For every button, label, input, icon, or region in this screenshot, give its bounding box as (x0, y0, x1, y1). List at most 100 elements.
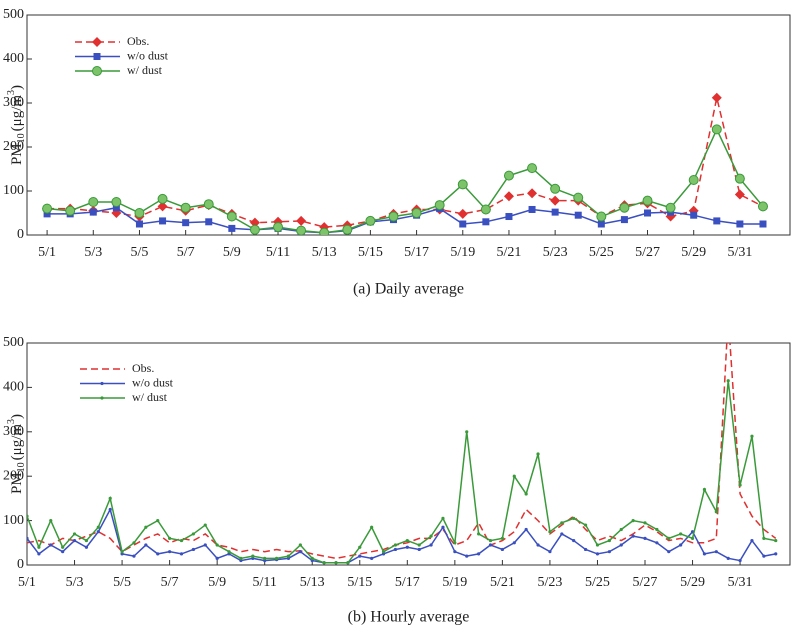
x-tick-label: 5/23 (537, 575, 562, 590)
point (310, 558, 314, 563)
point (500, 536, 504, 540)
point (37, 545, 41, 549)
x-tick-label: 5/1 (38, 245, 56, 260)
point (334, 561, 338, 565)
point (488, 538, 493, 543)
point (736, 220, 744, 228)
y-tick-label: 100 (3, 183, 24, 198)
point (713, 217, 721, 225)
y-tick-label: 300 (3, 95, 24, 110)
point (505, 213, 513, 221)
point (274, 556, 279, 560)
point (405, 545, 409, 549)
y-axis-label-part: 3 (6, 90, 17, 95)
point (759, 220, 767, 228)
point (734, 173, 745, 184)
point (679, 532, 683, 536)
point (296, 225, 307, 235)
point (49, 543, 53, 547)
point (180, 202, 191, 213)
point (762, 554, 766, 558)
point (111, 197, 122, 207)
x-tick-label: 5/3 (66, 575, 84, 590)
point (342, 224, 353, 235)
point (157, 201, 168, 212)
point (477, 552, 481, 556)
point (482, 218, 490, 226)
point (457, 179, 468, 190)
point (595, 552, 600, 556)
point (750, 434, 754, 438)
point (597, 220, 605, 228)
point (441, 525, 445, 529)
legend-label: w/ dust (132, 390, 168, 404)
y-axis-label-part: PM (9, 472, 25, 494)
point (263, 556, 267, 560)
point (37, 552, 41, 556)
y-axis-label: PM10(μg/m3) (6, 414, 27, 494)
point (203, 523, 207, 527)
point (61, 545, 65, 549)
point (536, 452, 540, 456)
x-tick-label: 5/13 (300, 575, 325, 590)
y-tick-label: 100 (3, 513, 24, 528)
point (144, 543, 148, 547)
plot-frame (26, 342, 791, 566)
plot-frame (26, 14, 791, 236)
point (619, 527, 623, 532)
y-axis-label-part: 3 (6, 419, 17, 424)
point (84, 538, 89, 543)
point (92, 37, 102, 47)
point (551, 208, 559, 216)
point (774, 538, 778, 543)
point (620, 216, 628, 224)
legend-label: w/ dust (127, 63, 163, 77)
point (42, 203, 53, 214)
point (251, 556, 255, 560)
point (84, 545, 89, 549)
point (298, 550, 302, 554)
point (572, 516, 576, 520)
point (251, 554, 255, 558)
point (96, 525, 100, 529)
point (27, 536, 29, 540)
x-tick-label: 5/17 (395, 575, 420, 590)
point (583, 523, 588, 527)
x-tick-label: 5/29 (681, 245, 706, 260)
point (168, 536, 172, 540)
x-tick-label: 5/27 (635, 245, 660, 260)
point (550, 195, 561, 206)
x-tick-label: 5/9 (223, 245, 241, 260)
point (453, 550, 457, 554)
x-tick-label: 5/29 (680, 575, 705, 590)
point (381, 550, 386, 554)
point (388, 211, 399, 222)
point (286, 554, 291, 558)
point (43, 210, 51, 218)
point (619, 202, 630, 213)
point (488, 543, 493, 547)
y-axis-label-part: ) (9, 85, 25, 90)
x-tick-label: 5/3 (84, 245, 102, 260)
point (191, 547, 195, 552)
legend-label: Obs. (132, 361, 154, 375)
point (310, 556, 314, 560)
point (655, 541, 659, 545)
point (631, 519, 635, 523)
point (667, 550, 671, 554)
point (112, 204, 120, 212)
x-tick-label: 5/5 (113, 575, 131, 590)
point (227, 550, 231, 554)
y-axis-label-part: PM (9, 143, 25, 165)
point (548, 530, 552, 534)
x-tick-label: 5/15 (347, 575, 372, 590)
point (120, 552, 124, 556)
point (465, 430, 469, 434)
point (159, 217, 167, 225)
caption: (b) Hourly average (348, 609, 470, 626)
point (714, 510, 718, 514)
point (49, 519, 53, 523)
point (108, 496, 112, 500)
point (215, 556, 219, 560)
